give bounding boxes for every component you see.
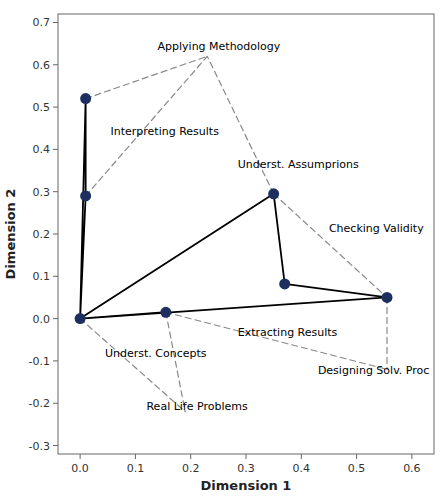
y-tick-label: 0.4 (33, 143, 51, 156)
y-tick-label: 0.1 (33, 270, 51, 283)
y-tick-label: -0.2 (29, 397, 50, 410)
annotation: Extracting Results (238, 326, 338, 339)
point (268, 188, 279, 199)
y-axis-label: Dimension 2 (3, 189, 18, 280)
point (279, 278, 290, 289)
x-tick (80, 454, 81, 459)
y-tick (53, 191, 58, 192)
point (75, 313, 86, 324)
y-tick-label: 0.2 (33, 228, 51, 241)
y-tick-label: 0.3 (33, 186, 51, 199)
annotation: Underst. Assumprions (238, 158, 359, 171)
x-tick (190, 454, 191, 459)
axes: 0.0 0.1 0.2 0.3 0.4 0.5 0.6 -0.3 -0.2 -0.1 0.0 0.1 0… (29, 14, 434, 475)
annotation: Checking Validity (329, 222, 424, 235)
point (80, 93, 91, 104)
x-tick (356, 454, 357, 459)
point (80, 190, 91, 201)
y-tick-label: 0.6 (33, 59, 51, 72)
solid-line (80, 99, 387, 319)
x-tick-label: 0.4 (293, 462, 311, 475)
x-tick (301, 454, 302, 459)
annotation: Applying Methodology (158, 40, 281, 53)
y-tick (53, 318, 58, 319)
y-tick (53, 276, 58, 277)
x-tick-label: 0.1 (127, 462, 145, 475)
x-tick-label: 0.6 (403, 462, 421, 475)
x-tick (411, 454, 412, 459)
x-tick-label: 0.5 (348, 462, 366, 475)
x-tick-label: 0.0 (71, 462, 89, 475)
annotation: Real Life Problems (146, 400, 248, 413)
points (75, 93, 393, 324)
y-tick (53, 234, 58, 235)
point (160, 307, 171, 318)
point (382, 292, 393, 303)
plot-frame (58, 14, 434, 454)
x-axis-label: Dimension 1 (201, 478, 292, 493)
annotation: Underst. Concepts (105, 347, 207, 360)
annotations: Applying Methodology Interpreting Results… (105, 40, 429, 413)
y-tick-label: -0.3 (29, 440, 50, 453)
y-tick-label: 0.0 (33, 313, 51, 326)
x-tick (135, 454, 136, 459)
y-tick (53, 107, 58, 108)
y-tick-label: 0.5 (33, 101, 51, 114)
y-tick-label: 0.7 (33, 16, 51, 29)
annotation: Designing Solv. Proc (318, 364, 429, 377)
y-tick (53, 149, 58, 150)
x-tick-label: 0.2 (182, 462, 200, 475)
x-tick-label: 0.3 (237, 462, 255, 475)
y-tick (53, 445, 58, 446)
annotation: Interpreting Results (111, 125, 220, 138)
y-tick (53, 403, 58, 404)
plot-area (58, 14, 434, 454)
y-tick-label: -0.1 (29, 355, 50, 368)
y-tick (53, 360, 58, 361)
y-tick (53, 64, 58, 65)
x-tick (246, 454, 247, 459)
y-tick (53, 22, 58, 23)
solid-lines (80, 99, 387, 319)
chart: 0.0 0.1 0.2 0.3 0.4 0.5 0.6 -0.3 -0.2 -0.1 0.0 0.1 0… (0, 0, 446, 500)
